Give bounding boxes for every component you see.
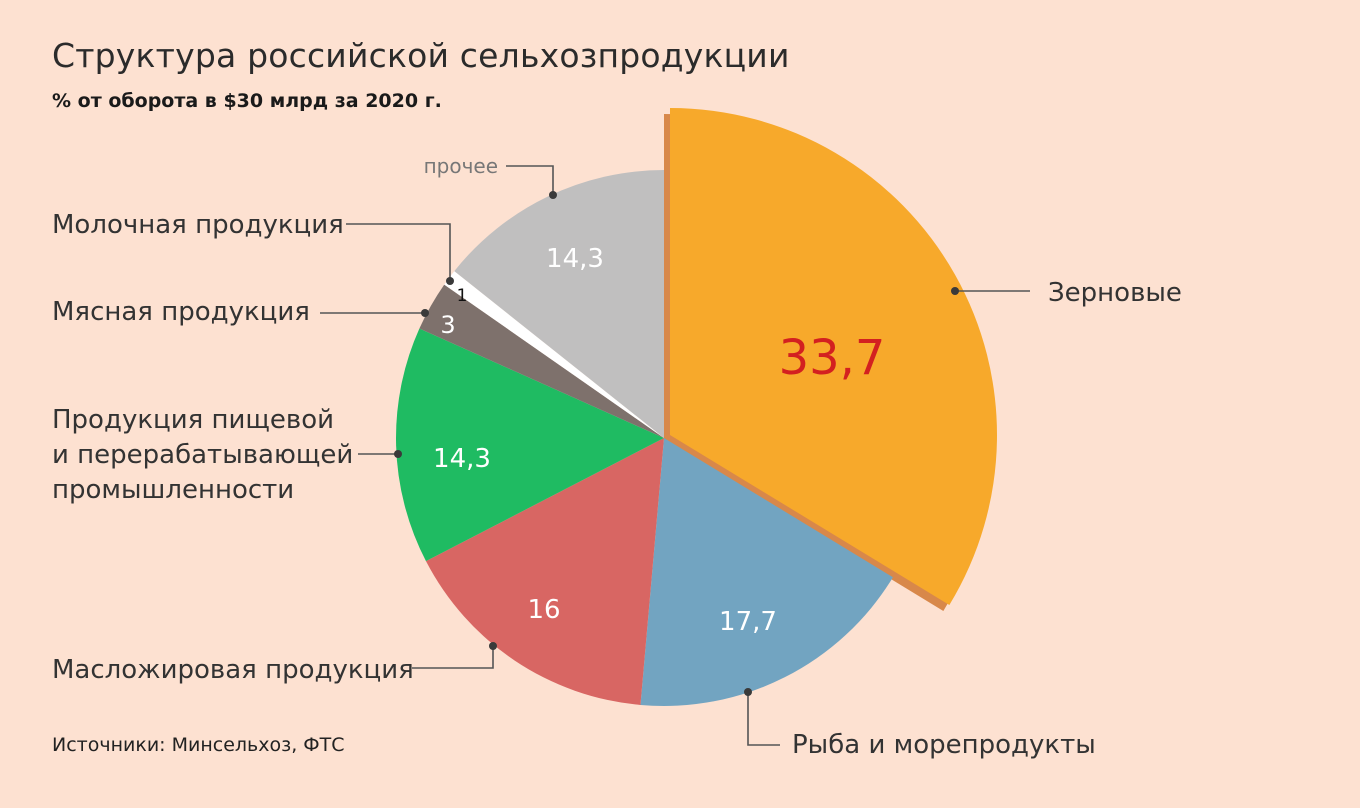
- category-label-pishch-1: и перерабатывающей: [52, 440, 353, 470]
- slice-zernovye: [670, 108, 998, 605]
- category-label-maslo: Масложировая продукция: [52, 655, 414, 685]
- slice-2: [425, 438, 664, 705]
- ryba-dot: [744, 688, 752, 696]
- chart-subtitle: % от оборота в $30 млрд за 2020 г.: [52, 90, 442, 112]
- slice-3: [395, 328, 664, 562]
- myaso-dot: [421, 309, 429, 317]
- moloko-leader: [346, 223, 451, 281]
- category-label-prochee: прочее: [424, 154, 498, 178]
- prochee-dot: [549, 191, 557, 199]
- category-label-pishch-0: Продукция пищевой: [52, 405, 334, 435]
- category-label-zernovye: Зерновые: [1048, 278, 1182, 308]
- prochee-leader: [506, 165, 554, 195]
- value-label-3: 14,3: [433, 444, 491, 474]
- maslo-dot: [489, 642, 497, 650]
- category-label-myaso: Мясная продукция: [52, 297, 310, 327]
- pishch-dot: [394, 450, 402, 458]
- ryba-leader: [747, 692, 780, 746]
- moloko-dot: [446, 277, 454, 285]
- category-label-ryba: Рыба и морепродукты: [792, 730, 1096, 760]
- value-label-6: 14,3: [546, 244, 604, 274]
- source-note: Источники: Минсельхоз, ФТС: [52, 734, 345, 756]
- maslo-leader: [412, 646, 494, 669]
- slice-1: [640, 438, 893, 707]
- chart-title: Структура российской сельхозпродукции: [52, 36, 790, 75]
- value-label-2: 16: [527, 595, 560, 625]
- value-label-0: 33,7: [779, 330, 886, 386]
- category-label-pishch-2: промышленности: [52, 475, 294, 505]
- slice-5: [444, 271, 664, 438]
- value-label-5: 1: [457, 286, 468, 306]
- value-label-4: 3: [440, 311, 455, 339]
- category-label-moloko: Молочная продукция: [52, 210, 344, 240]
- value-label-1: 17,7: [719, 607, 777, 637]
- zernovye-dot: [951, 287, 959, 295]
- slice-6: [454, 170, 664, 438]
- slice-4: [419, 284, 664, 438]
